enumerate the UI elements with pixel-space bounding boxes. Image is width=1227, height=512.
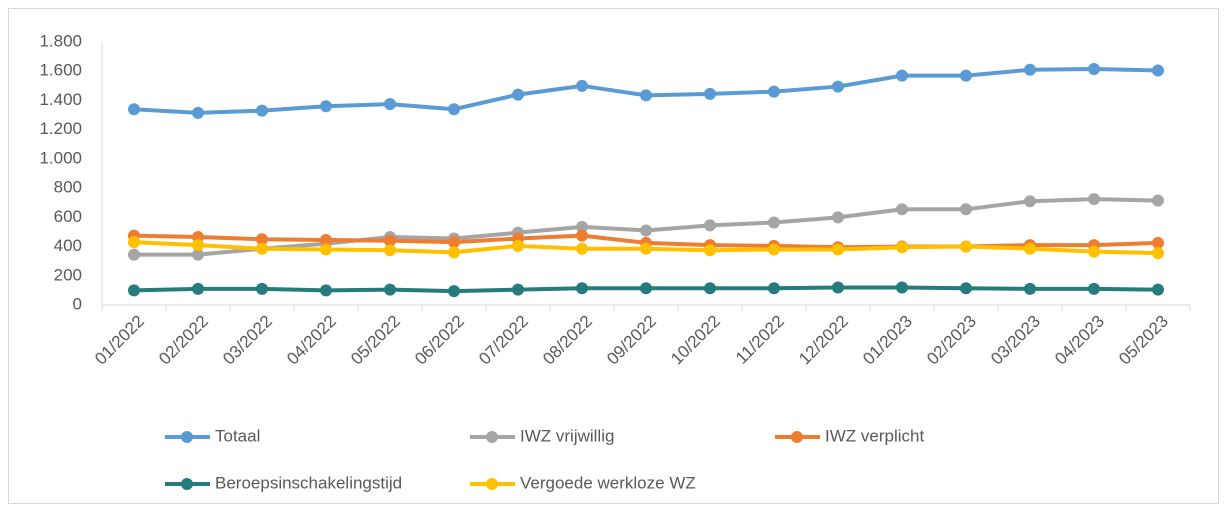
point <box>960 69 972 82</box>
point <box>320 243 332 256</box>
point <box>384 244 396 257</box>
point <box>704 244 716 257</box>
point <box>768 85 780 98</box>
point <box>576 220 588 233</box>
point <box>320 284 332 297</box>
y-tick-label: 800 <box>54 178 82 197</box>
point <box>192 106 204 119</box>
point <box>384 234 396 247</box>
y-tick-label: 1.600 <box>39 61 82 80</box>
y-tick-label: 1.800 <box>39 31 82 50</box>
point <box>832 211 844 224</box>
point <box>1152 236 1164 249</box>
y-tick-label: 0 <box>73 294 82 313</box>
point <box>768 216 780 229</box>
point <box>960 203 972 216</box>
point <box>256 282 268 295</box>
point <box>576 79 588 92</box>
point <box>960 240 972 253</box>
y-tick-label: 1.400 <box>39 90 82 109</box>
point <box>448 285 460 298</box>
point <box>320 233 332 246</box>
point <box>832 80 844 93</box>
point <box>1024 195 1036 208</box>
legend-marker <box>486 478 498 490</box>
point <box>384 283 396 296</box>
legend-marker <box>181 478 193 490</box>
point <box>1088 63 1100 76</box>
y-tick-label: 1.200 <box>39 119 82 138</box>
point <box>704 87 716 100</box>
legend-label: IWZ vrijwillig <box>520 426 614 445</box>
point <box>576 282 588 295</box>
point <box>640 89 652 102</box>
point <box>320 100 332 113</box>
point <box>1088 245 1100 258</box>
point <box>448 246 460 259</box>
point <box>640 282 652 295</box>
legend-label: IWZ verplicht <box>825 426 924 445</box>
point <box>256 104 268 117</box>
point <box>1024 282 1036 295</box>
point <box>1024 242 1036 255</box>
point <box>704 282 716 295</box>
y-tick-label: 200 <box>54 265 82 284</box>
point <box>896 203 908 216</box>
legend-marker <box>791 431 803 443</box>
point <box>832 281 844 294</box>
point <box>128 236 140 249</box>
point <box>832 243 844 256</box>
point <box>704 219 716 232</box>
legend-marker <box>486 431 498 443</box>
point <box>1088 282 1100 295</box>
point <box>512 88 524 101</box>
point <box>960 282 972 295</box>
point <box>256 233 268 246</box>
point <box>512 283 524 296</box>
point <box>1024 63 1036 76</box>
point <box>768 243 780 256</box>
point <box>128 284 140 297</box>
y-tick-label: 400 <box>54 236 82 255</box>
point <box>1152 194 1164 207</box>
point <box>576 242 588 255</box>
point <box>576 229 588 242</box>
point <box>896 281 908 294</box>
point <box>128 248 140 261</box>
point <box>1152 64 1164 77</box>
y-tick-label: 600 <box>54 207 82 226</box>
point <box>640 242 652 255</box>
point <box>896 69 908 82</box>
point <box>128 103 140 116</box>
legend-label: Beroepsinschakelingstijd <box>215 473 402 492</box>
legend-label: Vergoede werkloze WZ <box>520 473 696 492</box>
point <box>1152 283 1164 296</box>
point <box>1152 247 1164 260</box>
point <box>192 239 204 252</box>
legend-label: Totaal <box>215 426 260 445</box>
point <box>192 248 204 261</box>
point <box>512 239 524 252</box>
point <box>896 241 908 254</box>
point <box>448 103 460 116</box>
point <box>384 98 396 111</box>
y-tick-label: 1.000 <box>39 148 82 167</box>
point <box>1088 193 1100 206</box>
point <box>256 242 268 255</box>
legend-marker <box>181 431 193 443</box>
point <box>768 282 780 295</box>
point <box>192 282 204 295</box>
point <box>640 224 652 237</box>
point <box>448 236 460 249</box>
